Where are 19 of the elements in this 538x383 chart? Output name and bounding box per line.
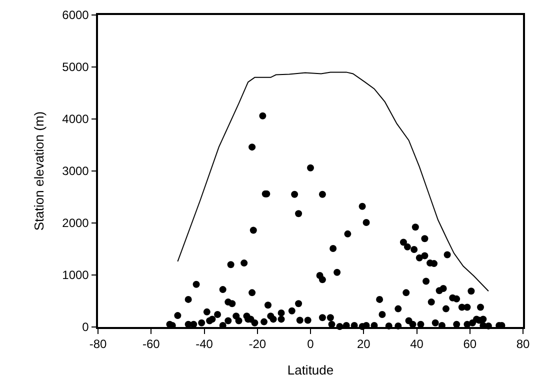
x-tick-label: 40	[410, 337, 424, 352]
x-tick-label: 0	[307, 337, 314, 352]
x-tick-label: -20	[248, 337, 266, 352]
y-tick-label: 6000	[62, 8, 90, 22]
y-tick-label: 4000	[62, 112, 90, 126]
y-tick-label: 0	[82, 320, 90, 334]
line-series	[177, 72, 489, 292]
x-tick-label: -80	[89, 337, 107, 352]
x-tick-label: 80	[516, 337, 530, 352]
y-tick-label: 5000	[62, 60, 90, 74]
x-axis-title: Latitude	[287, 362, 334, 378]
x-tick-label: -40	[196, 337, 214, 352]
y-tick-label: 1000	[62, 268, 90, 282]
y-tick-label: 2000	[62, 216, 90, 230]
y-axis-title: Station elevation (m)	[32, 111, 47, 231]
x-tick-label: 60	[463, 337, 477, 352]
x-tick-label: 20	[356, 337, 371, 352]
x-tick-label: -60	[142, 337, 160, 352]
y-tick-label: 3000	[62, 164, 90, 178]
